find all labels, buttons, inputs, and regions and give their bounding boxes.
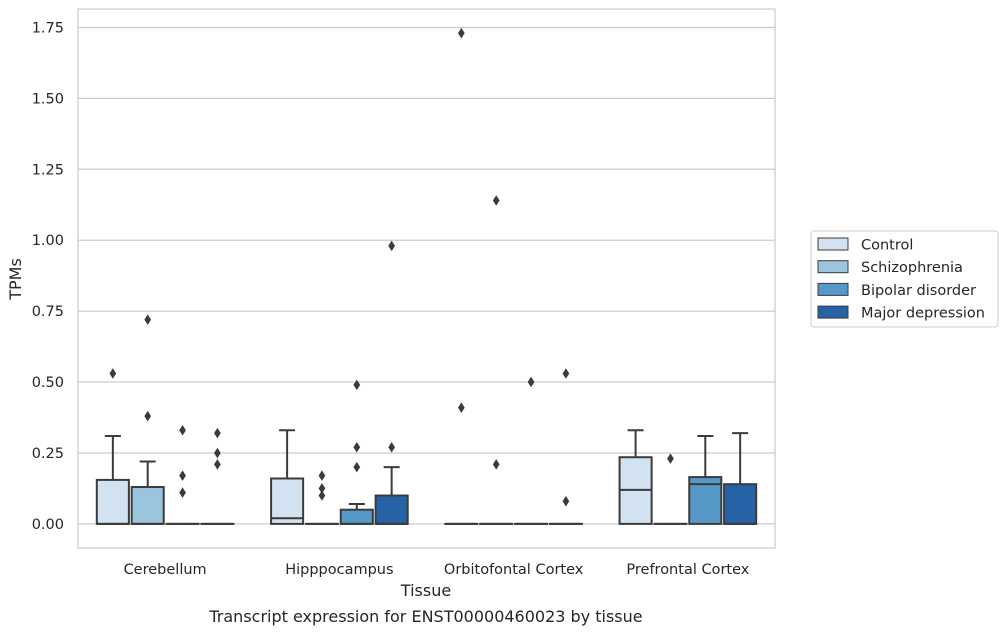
outlier-point — [563, 496, 570, 507]
y-tick-label: 1.50 — [32, 91, 64, 107]
y-tick-label: 1.25 — [32, 162, 64, 178]
y-tick-label: 1.75 — [32, 20, 64, 36]
box — [341, 510, 373, 524]
outlier-point — [493, 195, 500, 206]
x-tick-label: Cerebellum — [124, 562, 207, 578]
box-3-0 — [620, 430, 652, 524]
outlier-point — [214, 459, 221, 470]
legend-label: Major depression — [861, 306, 985, 322]
outlier-point — [214, 428, 221, 439]
outlier-point — [319, 490, 326, 501]
outlier-point — [179, 487, 186, 498]
legend-swatch — [818, 306, 848, 318]
x-tick-label: Orbitofontal Cortex — [444, 562, 584, 578]
y-tick-label: 1.00 — [32, 233, 64, 249]
box — [132, 487, 164, 524]
legend: Control Schizophrenia Bipolar disorder Majo… — [811, 231, 998, 327]
legend-label: Bipolar disorder — [861, 283, 976, 299]
box — [376, 496, 408, 524]
outlier-point — [667, 453, 674, 464]
legend-swatch — [818, 261, 848, 273]
x-tick-label: Hipppocampus — [285, 562, 393, 578]
box-3-1 — [654, 453, 686, 524]
box — [271, 478, 303, 523]
outlier-point — [563, 368, 570, 379]
outlier-point — [493, 459, 500, 470]
box-2-1 — [480, 195, 512, 524]
box — [97, 480, 129, 524]
y-tick-label: 0.50 — [32, 375, 64, 391]
chart-caption: Transcript expression for ENST0000046002… — [208, 607, 642, 626]
x-tick-label: Prefrontal Cortex — [626, 562, 749, 578]
outlier-point — [353, 380, 360, 391]
box — [724, 484, 756, 524]
outlier-point — [528, 377, 535, 388]
outlier-point — [179, 425, 186, 436]
outlier-point — [214, 448, 221, 459]
box-3-2 — [689, 436, 721, 524]
box-2-3 — [550, 368, 582, 524]
y-tick-label: 0.00 — [32, 517, 64, 533]
outlier-point — [353, 462, 360, 473]
outlier-point — [319, 470, 326, 481]
outlier-point — [144, 314, 151, 325]
x-axis-ticks: Cerebellum Hipppocampus Orbitofontal Corte… — [124, 562, 750, 578]
legend-label: Control — [861, 238, 913, 254]
box-0-3 — [201, 428, 233, 524]
legend-label: Schizophrenia — [861, 260, 963, 276]
outlier-point — [144, 411, 151, 422]
plot-area-frame — [78, 9, 775, 548]
y-axis-label: TPMs — [6, 258, 25, 301]
legend-swatch — [818, 238, 848, 250]
outlier-point — [458, 28, 465, 39]
box-1-2 — [341, 380, 373, 524]
y-axis-ticks: 0.00 0.25 0.50 0.75 1.00 1.25 1.50 1.75 — [32, 20, 64, 532]
outlier-point — [388, 442, 395, 453]
outlier-point — [179, 470, 186, 481]
box-2-0 — [445, 28, 477, 524]
outlier-point — [458, 402, 465, 413]
box-groups — [97, 28, 756, 524]
box-2-2 — [515, 377, 547, 524]
y-tick-label: 0.75 — [32, 304, 64, 320]
gridlines — [78, 27, 775, 523]
box-0-0 — [97, 368, 129, 524]
outlier-point — [353, 442, 360, 453]
outlier-point — [109, 368, 116, 379]
y-tick-label: 0.25 — [32, 446, 64, 462]
box-1-0 — [271, 430, 303, 524]
box-3-3 — [724, 433, 756, 524]
box-0-2 — [167, 425, 199, 524]
x-axis-label: Tissue — [400, 581, 451, 600]
legend-swatch — [818, 283, 848, 295]
box-1-1 — [306, 470, 338, 523]
box-0-1 — [132, 314, 164, 524]
outlier-point — [388, 241, 395, 252]
